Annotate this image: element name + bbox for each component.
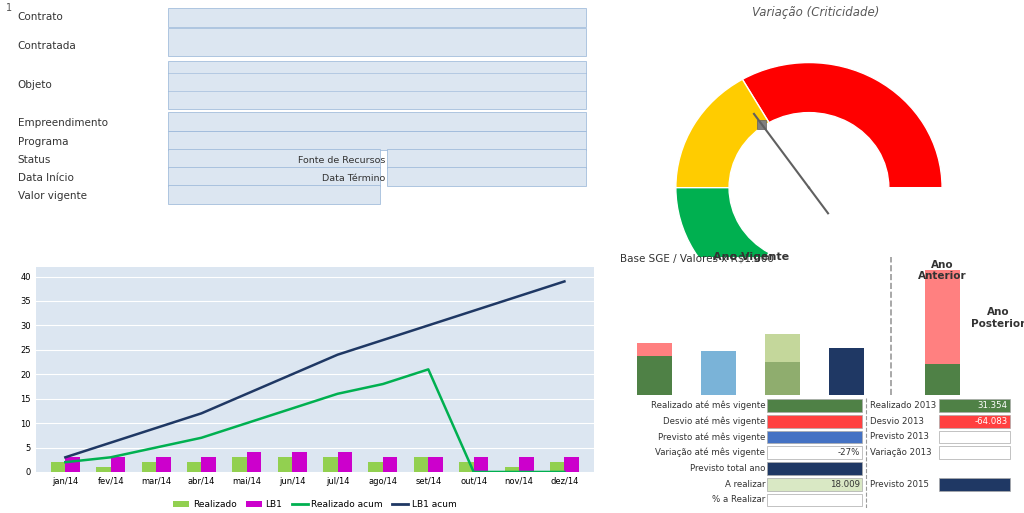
FancyBboxPatch shape: [757, 120, 766, 129]
Bar: [338, 452, 352, 472]
FancyBboxPatch shape: [168, 8, 586, 27]
Bar: [232, 457, 247, 472]
Bar: [156, 457, 171, 472]
Bar: [765, 362, 800, 395]
FancyBboxPatch shape: [168, 185, 380, 204]
FancyBboxPatch shape: [767, 462, 862, 475]
FancyBboxPatch shape: [767, 494, 862, 506]
Text: Base SGE / Valores x R$1.000: Base SGE / Valores x R$1.000: [620, 254, 773, 264]
Bar: [383, 457, 397, 472]
Bar: [925, 364, 961, 395]
Bar: [637, 343, 672, 356]
Bar: [66, 457, 80, 472]
Bar: [925, 270, 961, 364]
Bar: [637, 356, 672, 395]
Text: 1: 1: [6, 3, 12, 12]
Text: Realizado 2013: Realizado 2013: [869, 401, 936, 410]
Bar: [369, 462, 383, 472]
Text: Variação até mês vigente: Variação até mês vigente: [655, 448, 765, 458]
Bar: [202, 457, 216, 472]
Text: Previsto 2013: Previsto 2013: [869, 432, 929, 442]
Text: Previsto 2015: Previsto 2015: [869, 480, 929, 489]
Text: Data Término: Data Término: [323, 174, 386, 183]
Bar: [505, 467, 519, 472]
FancyBboxPatch shape: [767, 430, 862, 443]
Bar: [701, 351, 736, 395]
Bar: [459, 462, 474, 472]
Text: Data Início: Data Início: [17, 173, 74, 183]
Bar: [51, 462, 66, 472]
FancyBboxPatch shape: [387, 167, 586, 186]
Bar: [111, 457, 125, 472]
Legend: Realizado, LB1, Realizado acum, LB1 acum: Realizado, LB1, Realizado acum, LB1 acum: [170, 497, 460, 512]
Text: Objeto: Objeto: [17, 80, 52, 90]
Text: Ano
Posterior: Ano Posterior: [972, 307, 1024, 329]
Bar: [141, 462, 156, 472]
Text: -64.083: -64.083: [975, 417, 1008, 426]
Text: 18.009: 18.009: [830, 480, 860, 489]
FancyBboxPatch shape: [767, 399, 862, 412]
Bar: [292, 452, 307, 472]
FancyBboxPatch shape: [939, 399, 1010, 412]
Bar: [428, 457, 442, 472]
Bar: [564, 457, 579, 472]
Text: Desvio até mês vigente: Desvio até mês vigente: [663, 417, 765, 426]
Bar: [96, 467, 111, 472]
Text: Previsto até mês vigente: Previsto até mês vigente: [658, 432, 765, 442]
Bar: [474, 457, 488, 472]
Wedge shape: [742, 63, 942, 188]
FancyBboxPatch shape: [168, 61, 586, 109]
FancyBboxPatch shape: [939, 446, 1010, 459]
Text: Empreendimento: Empreendimento: [17, 118, 108, 128]
Text: Fonte de Recursos: Fonte de Recursos: [298, 156, 386, 165]
Wedge shape: [676, 188, 769, 296]
Text: 31.354: 31.354: [978, 401, 1008, 410]
FancyBboxPatch shape: [939, 430, 1010, 443]
Text: -27%: -27%: [838, 448, 860, 457]
FancyBboxPatch shape: [168, 149, 380, 168]
Bar: [323, 457, 338, 472]
FancyBboxPatch shape: [767, 446, 862, 459]
Text: Previsto total ano: Previsto total ano: [690, 464, 765, 473]
FancyBboxPatch shape: [767, 415, 862, 428]
Text: Status: Status: [17, 155, 51, 165]
Bar: [765, 334, 800, 362]
Wedge shape: [676, 80, 769, 188]
FancyBboxPatch shape: [168, 167, 380, 186]
FancyBboxPatch shape: [767, 478, 862, 491]
Bar: [414, 457, 428, 472]
Text: A realizar: A realizar: [725, 480, 765, 489]
FancyBboxPatch shape: [387, 149, 586, 168]
Text: Ano Vigente: Ano Vigente: [713, 252, 788, 262]
Text: Variação (Criticidade): Variação (Criticidade): [752, 6, 880, 19]
Bar: [278, 457, 292, 472]
FancyBboxPatch shape: [168, 112, 586, 131]
Text: Contrato: Contrato: [17, 12, 63, 22]
Bar: [829, 348, 864, 395]
Bar: [550, 462, 564, 472]
Text: % a Realizar: % a Realizar: [712, 496, 765, 504]
Text: Contratada: Contratada: [17, 41, 77, 51]
Text: Desvio 2013: Desvio 2013: [869, 417, 924, 426]
Text: Realizado até mês vigente: Realizado até mês vigente: [651, 401, 765, 410]
Text: Valor vigente: Valor vigente: [17, 191, 87, 201]
FancyBboxPatch shape: [939, 478, 1010, 491]
Text: Programa: Programa: [17, 137, 69, 147]
Bar: [519, 457, 534, 472]
FancyBboxPatch shape: [168, 28, 586, 56]
Text: Variação 2013: Variação 2013: [869, 448, 932, 457]
Text: Ano
Anterior: Ano Anterior: [919, 260, 967, 282]
FancyBboxPatch shape: [168, 131, 586, 150]
Bar: [247, 452, 261, 472]
Bar: [187, 462, 202, 472]
FancyBboxPatch shape: [939, 415, 1010, 428]
